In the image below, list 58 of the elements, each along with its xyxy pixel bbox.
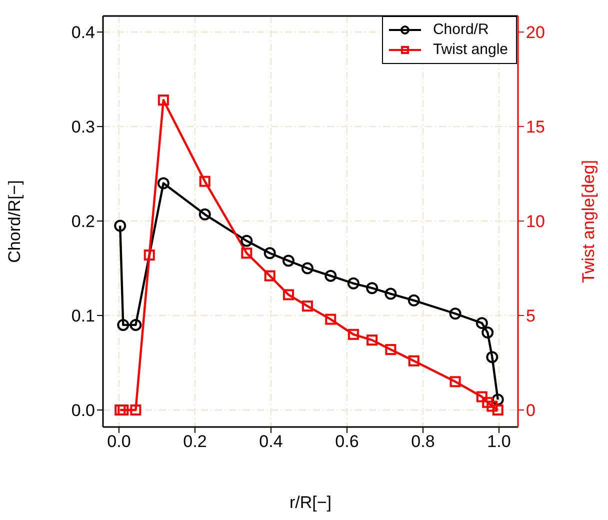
point	[476, 391, 488, 402]
point	[449, 308, 462, 320]
point	[157, 177, 170, 190]
legend-label: Chord/R	[432, 20, 489, 40]
x-axis-title: r/R[−]	[289, 493, 332, 512]
point	[366, 282, 378, 294]
y-axis-title: Chord/R[−]	[5, 180, 24, 263]
point	[408, 355, 420, 366]
y-tick-label: 0.0	[71, 401, 95, 420]
point	[282, 289, 294, 300]
point	[130, 318, 142, 331]
point	[241, 248, 252, 259]
point	[264, 247, 276, 260]
y2-axis-title: Twist angle[deg]	[579, 160, 598, 283]
point	[130, 404, 142, 416]
point	[482, 326, 494, 339]
y2-tick-label: 0	[526, 401, 536, 420]
point	[158, 94, 169, 106]
point	[117, 318, 130, 331]
x-tick-label: 0.8	[411, 432, 435, 452]
x-tick-label: 0.6	[335, 432, 359, 452]
x-tick-label: 0.2	[183, 432, 207, 452]
point	[408, 294, 420, 306]
point	[199, 176, 210, 187]
point	[476, 317, 488, 330]
y-tick-label: 0.3	[71, 118, 95, 137]
point	[384, 288, 397, 300]
y-tick-label: 0.1	[71, 306, 95, 326]
point	[324, 270, 337, 282]
point	[347, 277, 360, 290]
point	[302, 300, 313, 312]
x-tick-label: 0.0	[107, 432, 131, 452]
point	[114, 220, 126, 232]
legend-label: Twist angle	[432, 40, 508, 60]
point	[348, 328, 359, 340]
point	[486, 400, 498, 412]
point	[486, 351, 498, 364]
y2-tick-label: 20	[526, 23, 545, 42]
point	[482, 396, 494, 408]
y2-tick-label: 5	[526, 306, 536, 326]
point	[301, 262, 314, 274]
point	[492, 394, 504, 406]
point	[282, 254, 294, 267]
point	[240, 234, 253, 247]
point	[450, 376, 461, 388]
y-tick-label: 0.2	[71, 212, 95, 232]
point	[264, 270, 276, 282]
point	[385, 344, 396, 356]
point	[144, 250, 155, 261]
x-tick-label: 0.4	[259, 432, 283, 452]
point	[492, 404, 504, 416]
y2-tick-label: 15	[526, 118, 545, 137]
point	[366, 334, 378, 346]
y-tick-label: 0.4	[71, 23, 95, 42]
point	[325, 314, 336, 325]
y2-tick-label: 10	[526, 212, 545, 232]
x-tick-label: 1.0	[487, 432, 511, 452]
point	[198, 208, 211, 220]
